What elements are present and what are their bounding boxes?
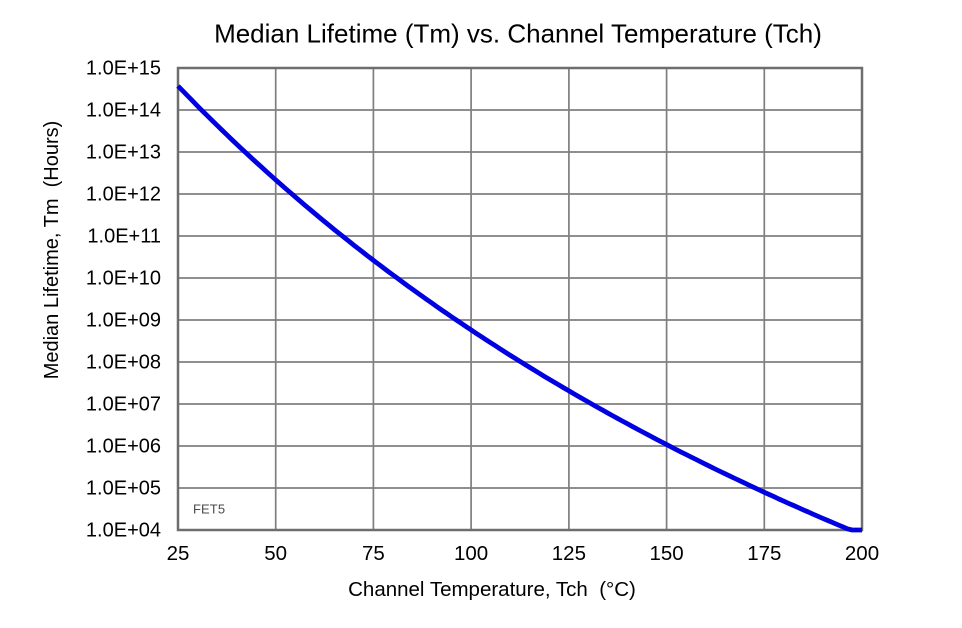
svg-text:1.0E+13: 1.0E+13: [86, 142, 161, 164]
svg-text:Median Lifetime (Tm) vs. Chann: Median Lifetime (Tm) vs. Channel Tempera…: [214, 19, 822, 49]
svg-text:1.0E+15: 1.0E+15: [86, 58, 161, 80]
svg-text:1.0E+07: 1.0E+07: [86, 394, 161, 416]
svg-text:1.0E+04: 1.0E+04: [86, 520, 161, 542]
svg-text:125: 125: [552, 542, 586, 565]
svg-text:25: 25: [167, 542, 190, 565]
svg-text:50: 50: [264, 542, 287, 565]
svg-text:100: 100: [454, 542, 488, 565]
svg-text:1.0E+12: 1.0E+12: [86, 184, 161, 206]
svg-text:150: 150: [649, 542, 683, 565]
svg-text:200: 200: [845, 542, 879, 565]
svg-text:1.0E+08: 1.0E+08: [86, 352, 161, 374]
svg-text:Channel Temperature, Tch (°C): Channel Temperature, Tch (°C): [348, 578, 636, 601]
svg-text:1.0E+05: 1.0E+05: [86, 478, 161, 500]
svg-text:FET5: FET5: [193, 502, 225, 517]
svg-text:1.0E+10: 1.0E+10: [86, 268, 161, 290]
svg-text:1.0E+14: 1.0E+14: [86, 100, 161, 122]
svg-text:1.0E+06: 1.0E+06: [86, 436, 161, 458]
svg-text:1.0E+09: 1.0E+09: [86, 310, 161, 332]
svg-text:1.0E+11: 1.0E+11: [87, 226, 161, 248]
svg-text:Median Lifetime, Tm (Hours): Median Lifetime, Tm (Hours): [41, 121, 63, 380]
svg-text:75: 75: [362, 542, 385, 565]
svg-text:175: 175: [747, 542, 781, 565]
